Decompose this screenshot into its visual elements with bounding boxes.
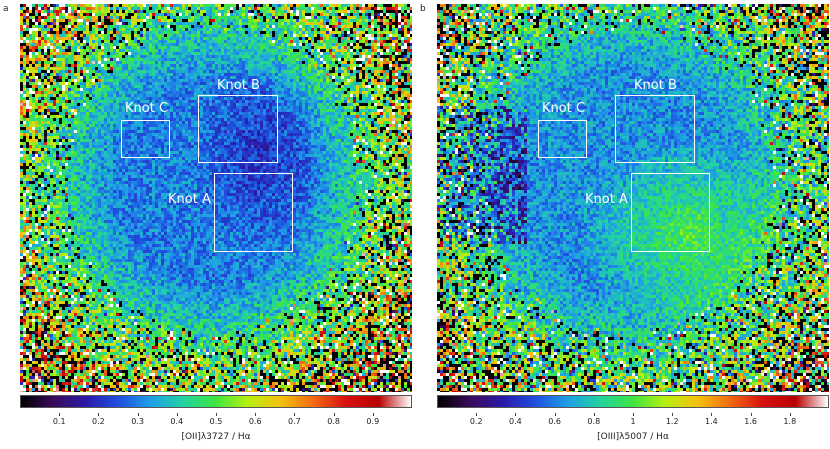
colorbar-tick-label: 1.4 bbox=[705, 417, 718, 426]
colorbar-tick-mark bbox=[515, 413, 517, 416]
colorbar-tick-label: 0.4 bbox=[509, 417, 522, 426]
colorbar-tick-label: 0.6 bbox=[548, 417, 561, 426]
knot-a-label: Knot A bbox=[168, 192, 211, 207]
knot-b-label: Knot B bbox=[217, 78, 260, 93]
colorbar-tick-mark bbox=[59, 413, 61, 416]
colorbar-tick-mark bbox=[98, 413, 100, 416]
panel-a-letter: a bbox=[3, 4, 9, 14]
colorbar-tick-label: 1 bbox=[630, 417, 635, 426]
colorbar-tick-mark bbox=[789, 413, 791, 416]
colorbar-tick-label: 0.1 bbox=[53, 417, 66, 426]
colorbar-tick-mark bbox=[294, 413, 296, 416]
knot-c-box bbox=[538, 120, 587, 158]
oiii-colorbar-label: [OIII]λ5007 / Hα bbox=[597, 432, 669, 442]
oii-colorbar bbox=[20, 395, 412, 408]
colorbar-tick-label: 0.8 bbox=[587, 417, 600, 426]
colorbar-tick-label: 0.6 bbox=[249, 417, 262, 426]
oiii-halpha-map-image bbox=[437, 4, 829, 392]
oiii-colorbar bbox=[437, 395, 829, 408]
oii-colorbar-ticks: 0.1 0.2 0.3 0.4 0.5 0.6 0.7 0.8 0.9 bbox=[20, 413, 412, 429]
knot-b-label: Knot B bbox=[634, 78, 677, 93]
colorbar-tick-label: 0.8 bbox=[327, 417, 340, 426]
colorbar-tick-label: 0.2 bbox=[470, 417, 483, 426]
colorbar-tick-label: 1.2 bbox=[666, 417, 679, 426]
knot-b-box bbox=[615, 95, 695, 163]
oiii-halpha-map: Knot C Knot B Knot A bbox=[437, 4, 829, 392]
colorbar-tick-mark bbox=[137, 413, 139, 416]
oii-colorbar-label: [OII]λ3727 / Hα bbox=[181, 432, 250, 442]
panel-b-letter: b bbox=[420, 4, 426, 14]
knot-c-box bbox=[121, 120, 170, 158]
colorbar-tick-label: 0.9 bbox=[366, 417, 379, 426]
colorbar-tick-label: 0.7 bbox=[288, 417, 301, 426]
knot-c-label: Knot C bbox=[542, 101, 585, 116]
knot-a-box bbox=[631, 173, 710, 252]
colorbar-tick-mark bbox=[711, 413, 713, 416]
colorbar-tick-mark bbox=[176, 413, 178, 416]
colorbar-tick-mark bbox=[593, 413, 595, 416]
colorbar-tick-mark bbox=[372, 413, 374, 416]
colorbar-tick-mark bbox=[216, 413, 217, 416]
oii-halpha-map-image bbox=[20, 4, 412, 392]
colorbar-tick-label: 0.4 bbox=[170, 417, 183, 426]
colorbar-tick-mark bbox=[750, 413, 752, 416]
colorbar-tick-label: 0.5 bbox=[210, 417, 223, 426]
colorbar-tick-mark bbox=[554, 413, 556, 416]
oii-halpha-map: Knot C Knot B Knot A bbox=[20, 4, 412, 392]
colorbar-tick-mark bbox=[476, 413, 478, 416]
knot-b-box bbox=[198, 95, 278, 163]
colorbar-tick-mark bbox=[255, 413, 257, 416]
colorbar-tick-mark bbox=[672, 413, 674, 416]
knot-a-box bbox=[214, 173, 293, 252]
knot-a-label: Knot A bbox=[585, 192, 628, 207]
colorbar-tick-label: 0.2 bbox=[92, 417, 105, 426]
colorbar-tick-label: 0.3 bbox=[131, 417, 144, 426]
knot-c-label: Knot C bbox=[125, 101, 168, 116]
colorbar-tick-label: 1.8 bbox=[783, 417, 796, 426]
colorbar-tick-mark bbox=[633, 413, 634, 416]
colorbar-tick-label: 1.6 bbox=[744, 417, 757, 426]
oiii-colorbar-ticks: 0.2 0.4 0.6 0.8 1 1.2 1.4 1.6 1.8 bbox=[437, 413, 829, 429]
colorbar-tick-mark bbox=[333, 413, 335, 416]
